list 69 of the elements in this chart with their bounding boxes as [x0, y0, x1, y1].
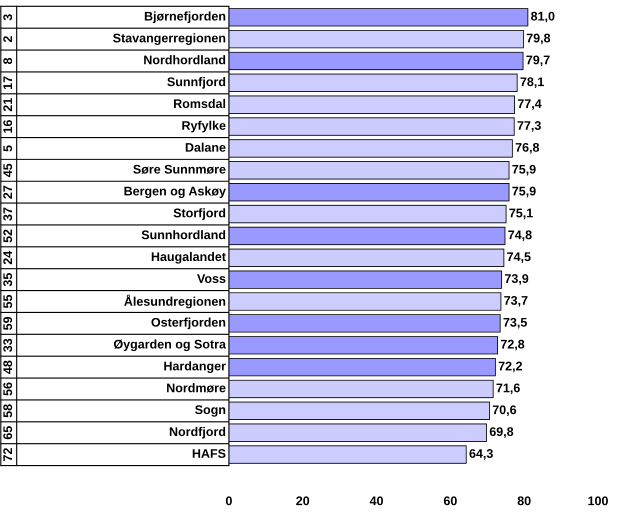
data-label: 64,3 — [469, 449, 493, 460]
data-label: 74,8 — [508, 230, 532, 242]
y-tick-label: Nordfjord — [170, 426, 226, 439]
data-label: 77,3 — [518, 121, 541, 132]
y2-tick-label: 59 — [3, 316, 12, 330]
y-tick-label: Dalane — [186, 142, 226, 152]
y2-tick-label: 48 — [3, 360, 12, 374]
y-tick-label: Nordmøre — [167, 383, 226, 393]
y2-tick-label: 24 — [3, 250, 12, 264]
y2-tick-label: 52 — [3, 229, 12, 242]
y2-tick-label: 56 — [3, 382, 12, 396]
data-label: 77,4 — [518, 99, 542, 110]
data-label: 73,9 — [504, 274, 528, 285]
y2-tick-label: 3 — [3, 14, 12, 20]
y2-tick-label: 37 — [3, 208, 12, 221]
y-tick-label: Haugalandet — [152, 252, 226, 264]
y-tick-label: Osterfjorden — [151, 318, 226, 330]
data-label: 78,1 — [520, 77, 544, 88]
y-tick-label: Hardanger — [164, 361, 226, 373]
data-label: 70,6 — [492, 405, 516, 416]
y-tick-label: Romsdal — [174, 98, 226, 108]
data-label: 75,9 — [512, 164, 536, 176]
y2-tick-label: 8 — [3, 58, 12, 64]
data-label: 76,8 — [516, 142, 540, 154]
data-label: 73,5 — [504, 318, 527, 329]
x-tick-label: 0 — [226, 496, 232, 506]
data-label: 71,6 — [496, 383, 520, 394]
y2-tick-label: 2 — [3, 36, 12, 42]
data-label: 72,8 — [500, 340, 524, 350]
x-tick-label: 40 — [370, 496, 383, 506]
x-tick-label: 60 — [444, 496, 457, 506]
y2-tick-label: 16 — [3, 120, 12, 133]
x-tick-label: 20 — [296, 496, 310, 506]
y2-tick-label: 5 — [3, 145, 12, 152]
data-label: 69,8 — [490, 427, 514, 438]
x-tick-label: 80 — [518, 496, 531, 506]
y-tick-label: Ålesundregionen — [124, 294, 226, 308]
data-label: 75,9 — [512, 186, 536, 198]
data-label: 79,8 — [526, 34, 550, 44]
y-tick-label: Sunnfjord — [167, 77, 226, 89]
y-tick-label: Sunnhordland — [142, 230, 226, 240]
data-label: 73,7 — [504, 296, 528, 307]
data-label: 79,7 — [526, 55, 550, 66]
y2-tick-label: 17 — [3, 76, 12, 90]
y2-tick-label: 33 — [3, 338, 12, 352]
y-tick-label: Bergen og Askøy — [124, 186, 226, 198]
y-tick-label: Nordhordland — [144, 55, 226, 64]
y2-tick-label: 35 — [3, 273, 12, 286]
y2-tick-label: 27 — [3, 186, 12, 199]
y2-tick-label: 65 — [3, 426, 12, 440]
y-tick-label: Bjørnefjorden — [144, 11, 226, 24]
y2-tick-label: 45 — [3, 164, 12, 178]
y-tick-label: Stavangerregionen — [113, 33, 226, 45]
y-tick-label: HAFS — [192, 449, 226, 458]
data-label: 75,1 — [509, 208, 533, 220]
data-label: 72,2 — [498, 362, 522, 372]
y-tick-label: Øygarden og Sotra — [114, 339, 226, 352]
y-tick-label: Storfjord — [174, 208, 226, 220]
y2-tick-label: 72 — [3, 448, 12, 461]
data-label: 81,0 — [531, 12, 554, 22]
y2-tick-label: 55 — [3, 294, 12, 308]
data-label: 74,5 — [507, 252, 531, 263]
y-tick-label: Søre Sunnmøre — [133, 164, 226, 174]
y2-tick-label: 58 — [3, 404, 12, 418]
y-tick-label: Sogn — [195, 405, 226, 417]
x-tick-label: 100 — [588, 496, 608, 506]
y-tick-label: Ryfylke — [182, 120, 226, 132]
y2-tick-label: 21 — [3, 98, 12, 112]
y-tick-label: Voss — [197, 274, 226, 283]
